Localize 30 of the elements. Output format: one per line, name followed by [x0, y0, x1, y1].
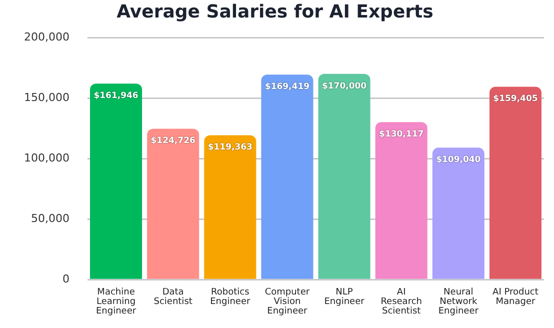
x-tick-label: AI Product Manager: [492, 288, 539, 308]
x-tick-label: Computer Vision Engineer: [264, 288, 310, 317]
chart-title: Average Salaries for AI Experts: [116, 1, 434, 22]
y-tick-label: 0: [62, 272, 70, 286]
data-label: $119,363: [208, 142, 253, 153]
bar: [261, 74, 314, 279]
y-tick-label: 200,000: [24, 30, 70, 44]
bar: [375, 122, 428, 279]
data-label: $161,946: [94, 91, 138, 102]
y-tick-label: 150,000: [24, 90, 70, 104]
bar: [489, 86, 542, 279]
bar: [204, 135, 256, 279]
bar: [318, 74, 370, 279]
bar: [90, 84, 142, 279]
x-tick-label: Machine Learning Engineer: [96, 288, 136, 317]
bar: [432, 148, 484, 279]
x-tick-label: Neural Network Engineer: [438, 288, 479, 317]
x-tick-label: Data Scientist: [154, 288, 193, 308]
x-tick-label: AI Research Scientist: [380, 288, 422, 317]
x-tick-label: Robotics Engineer: [210, 288, 250, 308]
data-label: $170,000: [322, 81, 367, 92]
x-tick-label: NLP Engineer: [324, 288, 365, 308]
data-label: $159,405: [493, 94, 538, 104]
bar: [147, 128, 200, 279]
data-label: $169,419: [264, 82, 310, 92]
y-tick-label: 100,000: [24, 151, 70, 164]
data-label: $130,117: [379, 130, 424, 140]
data-label: $109,040: [436, 155, 481, 166]
data-label: $124,726: [150, 136, 196, 146]
y-tick-label: 50,000: [30, 212, 70, 225]
